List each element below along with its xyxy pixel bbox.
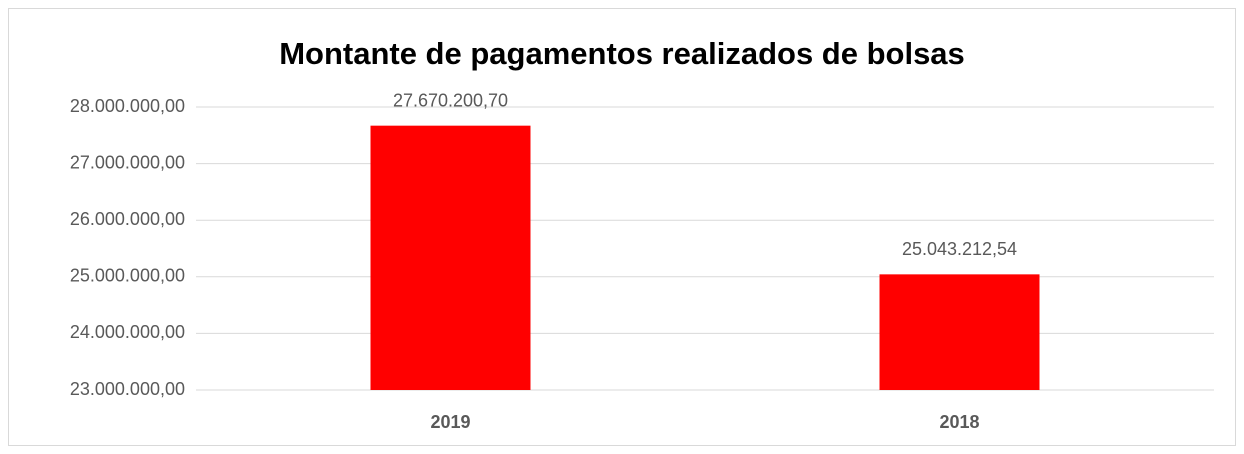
- chart-border: [8, 8, 1236, 446]
- x-tick-label: 2018: [939, 412, 979, 432]
- bar: [370, 125, 531, 391]
- chart-title: Montante de pagamentos realizados de bol…: [279, 36, 965, 71]
- y-tick-label: 25.000.000,00: [70, 266, 185, 286]
- y-tick-label: 28.000.000,00: [70, 96, 185, 116]
- data-label: 27.670.200,70: [393, 90, 508, 110]
- y-tick-label: 24.000.000,00: [70, 322, 185, 342]
- x-tick-label: 2019: [430, 412, 470, 432]
- y-tick-label: 27.000.000,00: [70, 152, 185, 172]
- y-tick-label: 26.000.000,00: [70, 209, 185, 229]
- data-label: 25.043.212,54: [902, 239, 1017, 259]
- y-tick-label: 23.000.000,00: [70, 379, 185, 399]
- bar: [879, 274, 1040, 390]
